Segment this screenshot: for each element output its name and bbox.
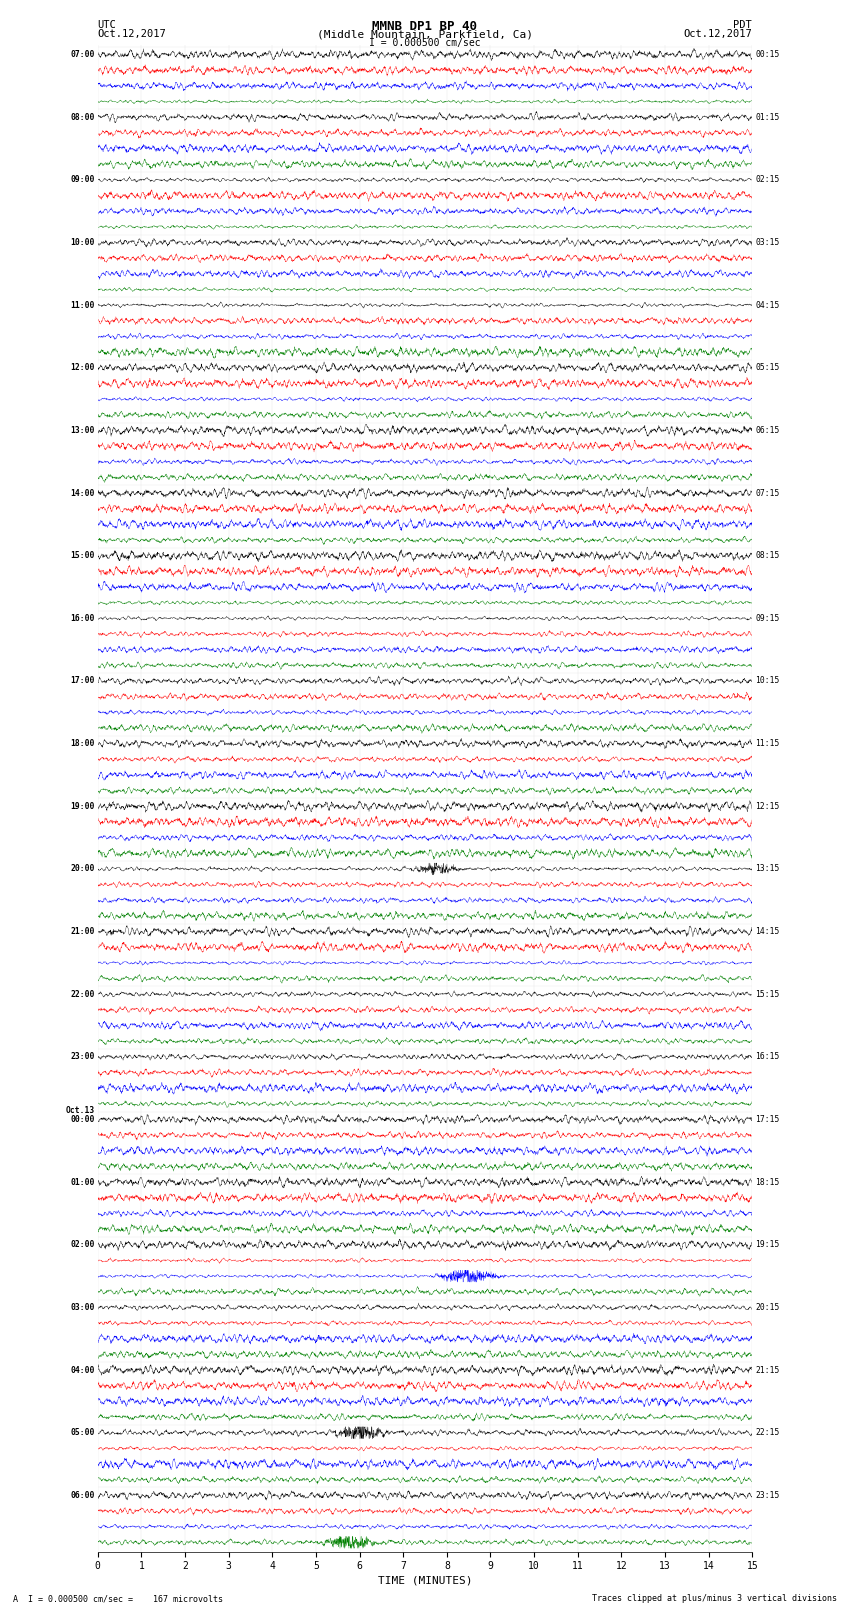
Text: 00:00: 00:00 [70, 1115, 94, 1124]
Text: UTC: UTC [98, 19, 116, 31]
Text: 14:00: 14:00 [70, 489, 94, 497]
Text: Oct.13: Oct.13 [65, 1105, 94, 1115]
Text: 17:00: 17:00 [70, 676, 94, 686]
Text: 06:15: 06:15 [756, 426, 780, 436]
Text: 01:00: 01:00 [70, 1177, 94, 1187]
Text: Oct.12,2017: Oct.12,2017 [98, 29, 167, 39]
Text: 21:00: 21:00 [70, 927, 94, 936]
Text: 21:15: 21:15 [756, 1366, 780, 1374]
Text: 10:15: 10:15 [756, 676, 780, 686]
Text: MMNB DP1 BP 40: MMNB DP1 BP 40 [372, 19, 478, 34]
Text: 22:15: 22:15 [756, 1428, 780, 1437]
Text: 06:00: 06:00 [70, 1490, 94, 1500]
Text: 16:15: 16:15 [756, 1052, 780, 1061]
Text: 23:00: 23:00 [70, 1052, 94, 1061]
Text: Traces clipped at plus/minus 3 vertical divisions: Traces clipped at plus/minus 3 vertical … [592, 1594, 837, 1603]
Text: 17:15: 17:15 [756, 1115, 780, 1124]
Text: 19:00: 19:00 [70, 802, 94, 811]
Text: 04:00: 04:00 [70, 1366, 94, 1374]
Text: 12:15: 12:15 [756, 802, 780, 811]
Text: 04:15: 04:15 [756, 300, 780, 310]
Text: 16:00: 16:00 [70, 615, 94, 623]
Text: PDT: PDT [734, 19, 752, 31]
Text: 13:00: 13:00 [70, 426, 94, 436]
Text: 02:15: 02:15 [756, 176, 780, 184]
Text: 23:15: 23:15 [756, 1490, 780, 1500]
X-axis label: TIME (MINUTES): TIME (MINUTES) [377, 1576, 473, 1586]
Text: 03:00: 03:00 [70, 1303, 94, 1311]
Text: Oct.12,2017: Oct.12,2017 [683, 29, 752, 39]
Text: 11:15: 11:15 [756, 739, 780, 748]
Text: 20:00: 20:00 [70, 865, 94, 873]
Text: 07:15: 07:15 [756, 489, 780, 497]
Text: (Middle Mountain, Parkfield, Ca): (Middle Mountain, Parkfield, Ca) [317, 29, 533, 39]
Text: 22:00: 22:00 [70, 990, 94, 998]
Text: 08:15: 08:15 [756, 552, 780, 560]
Text: 03:15: 03:15 [756, 239, 780, 247]
Text: 02:00: 02:00 [70, 1240, 94, 1248]
Text: 09:00: 09:00 [70, 176, 94, 184]
Text: 00:15: 00:15 [756, 50, 780, 60]
Text: 05:15: 05:15 [756, 363, 780, 373]
Text: 19:15: 19:15 [756, 1240, 780, 1248]
Text: 18:00: 18:00 [70, 739, 94, 748]
Text: 15:15: 15:15 [756, 990, 780, 998]
Text: I = 0.000500 cm/sec: I = 0.000500 cm/sec [369, 37, 481, 48]
Text: 08:00: 08:00 [70, 113, 94, 121]
Text: 14:15: 14:15 [756, 927, 780, 936]
Text: 05:00: 05:00 [70, 1428, 94, 1437]
Text: 13:15: 13:15 [756, 865, 780, 873]
Text: 07:00: 07:00 [70, 50, 94, 60]
Text: A  I = 0.000500 cm/sec =    167 microvolts: A I = 0.000500 cm/sec = 167 microvolts [13, 1594, 223, 1603]
Text: 01:15: 01:15 [756, 113, 780, 121]
Text: 11:00: 11:00 [70, 300, 94, 310]
Text: 09:15: 09:15 [756, 615, 780, 623]
Text: 10:00: 10:00 [70, 239, 94, 247]
Text: 20:15: 20:15 [756, 1303, 780, 1311]
Text: 18:15: 18:15 [756, 1177, 780, 1187]
Text: 12:00: 12:00 [70, 363, 94, 373]
Text: 15:00: 15:00 [70, 552, 94, 560]
